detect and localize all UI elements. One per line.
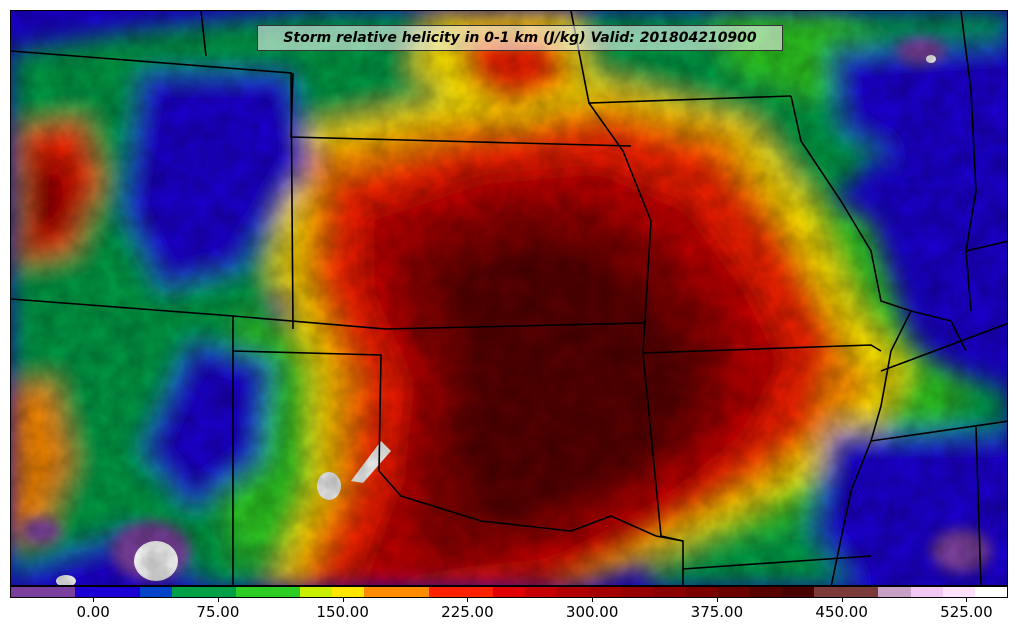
colorbar-tick-label: 0.00 <box>76 603 110 621</box>
colorbar-tick-label: 300.00 <box>565 603 619 621</box>
colorbar-tick <box>592 598 594 602</box>
colorbar-tick <box>342 598 344 602</box>
colorbar-segment <box>782 587 815 597</box>
colorbar-segment <box>942 587 975 597</box>
helicity-field-map <box>11 11 1007 585</box>
state-borders <box>11 11 1007 585</box>
colorbar-tick <box>841 598 843 602</box>
colorbar-tick <box>93 598 95 602</box>
colorbar-segment <box>878 587 911 597</box>
colorbar-tick <box>716 598 718 602</box>
shaded-field <box>11 11 1007 585</box>
colorbar-segment <box>717 587 750 597</box>
colorbar-segment <box>910 587 943 597</box>
colorbar-tick-label: 225.00 <box>441 603 494 621</box>
colorbar-segment <box>525 587 558 597</box>
colorbar-segment <box>332 587 365 597</box>
colorbar-tick <box>467 598 469 602</box>
colorbar-segment <box>974 587 1007 597</box>
colorbar-segment <box>268 587 301 597</box>
colorbar-segment <box>235 587 268 597</box>
colorbar-tick <box>966 598 968 602</box>
colorbar-segment <box>492 587 525 597</box>
colorbar-segment <box>107 587 140 597</box>
colorbar <box>10 586 1008 598</box>
colorbar-segment <box>749 587 782 597</box>
colorbar-tick-label: 450.00 <box>815 603 868 621</box>
colorbar-ticks: 0.00 75.00 150.00 225.00 300.00 375.00 450.00 5… <box>10 598 1008 628</box>
colorbar-tick-label: 150.00 <box>316 603 369 621</box>
colorbar-segment <box>685 587 718 597</box>
colorbar-tick <box>217 598 219 602</box>
colorbar-segment <box>139 587 172 597</box>
map-panel: Storm relative helicity in 0-1 km (J/kg)… <box>10 10 1008 586</box>
colorbar-segment <box>621 587 654 597</box>
map-title: Storm relative helicity in 0-1 km (J/kg)… <box>257 25 783 51</box>
colorbar-segment <box>396 587 429 597</box>
colorbar-segment <box>11 587 44 597</box>
colorbar-segment <box>43 587 76 597</box>
colorbar-segment <box>203 587 236 597</box>
colorbar-segment <box>171 587 204 597</box>
colorbar-segment <box>814 587 847 597</box>
colorbar-tick-label: 375.00 <box>690 603 744 621</box>
colorbar-segment <box>589 587 622 597</box>
colorbar-segment <box>75 587 108 597</box>
colorbar-segment <box>300 587 333 597</box>
colorbar-segment <box>653 587 686 597</box>
colorbar-segment <box>846 587 879 597</box>
colorbar-segment <box>364 587 397 597</box>
colorbar-segment <box>557 587 590 597</box>
colorbar-tick-label: 75.00 <box>196 603 240 621</box>
colorbar-segment <box>460 587 493 597</box>
colorbar-tick-label: 525.00 <box>940 603 993 621</box>
colorbar-segment <box>428 587 461 597</box>
